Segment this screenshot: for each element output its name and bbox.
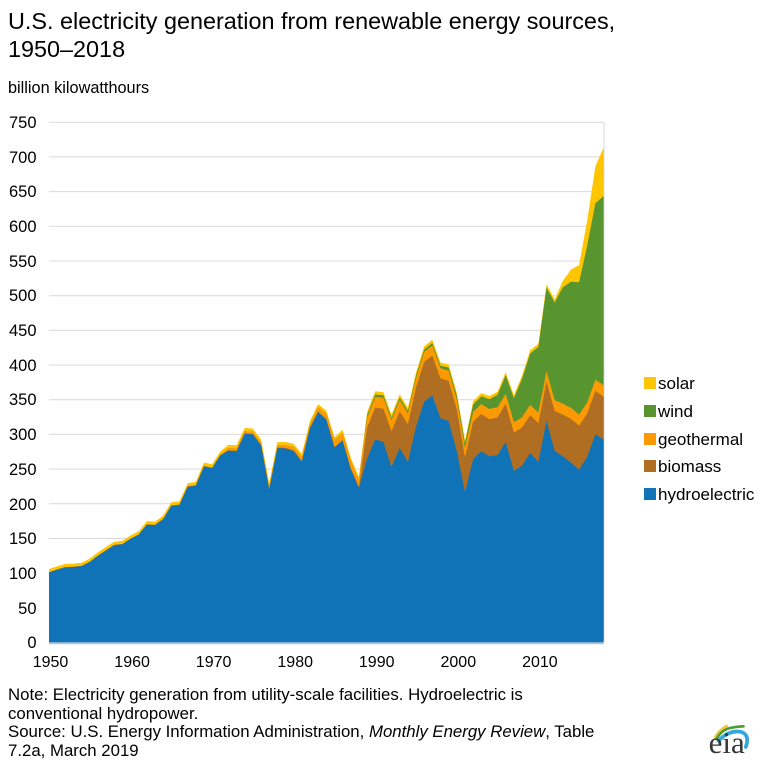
svg-text:eia: eia bbox=[709, 725, 745, 760]
